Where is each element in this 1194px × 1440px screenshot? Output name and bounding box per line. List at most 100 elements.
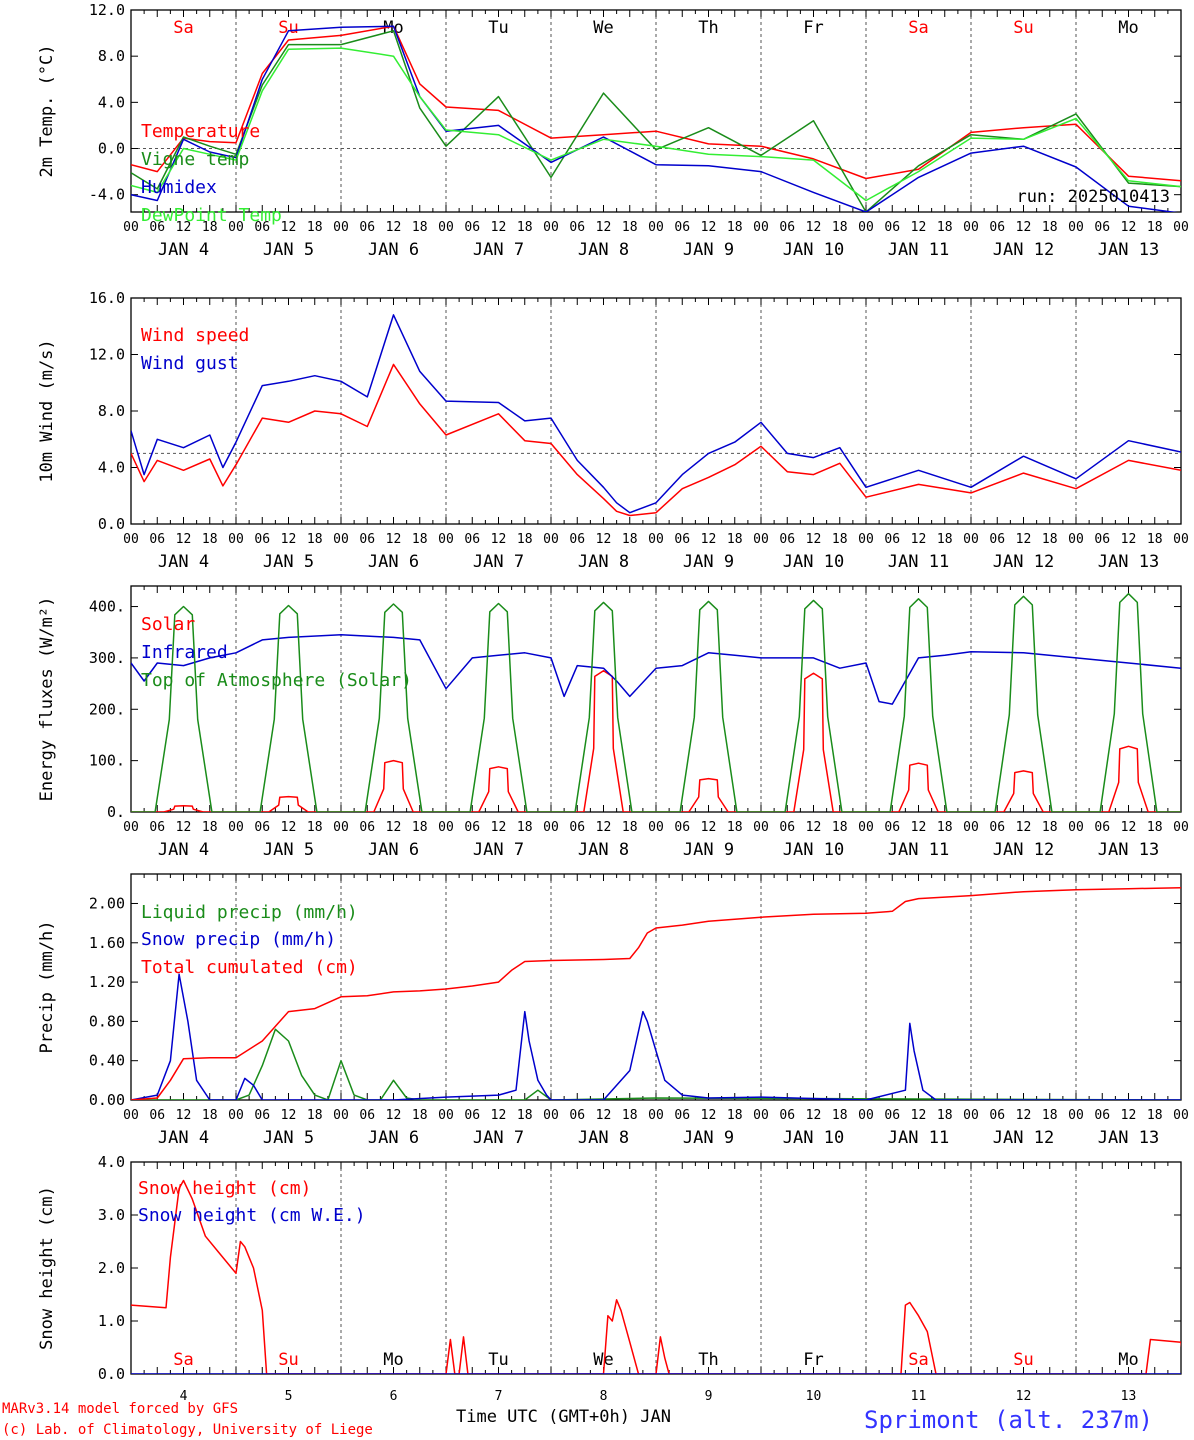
weekday-label: Sa	[908, 18, 928, 38]
x-date-label: JAN 4	[158, 840, 209, 860]
x-hour-label: 06	[149, 220, 165, 235]
x-hour-label: 12	[176, 1108, 192, 1123]
x-hour-label: 18	[1147, 1108, 1163, 1123]
x-hour-label: 06	[569, 532, 585, 547]
y-tick-label: 300.	[89, 649, 125, 667]
x-hour-label: 00	[333, 220, 349, 235]
x-hour-label: 06	[779, 220, 795, 235]
y-tick-label: 4.0	[98, 459, 125, 477]
x-date-label: JAN 12	[993, 1128, 1054, 1148]
x-hour-label: 18	[832, 820, 848, 835]
legend-entry: Snow height (cm W.E.)	[138, 1205, 366, 1226]
x-hour-label: 12	[911, 820, 927, 835]
x-hour-label: 12	[1016, 820, 1032, 835]
run-annotation: run: 2025010413	[1016, 187, 1170, 207]
x-day-number: 6	[390, 1389, 398, 1404]
x-hour-label: 06	[359, 1108, 375, 1123]
y-axis-label: Precip (mm/h)	[37, 920, 57, 1053]
x-date-label: JAN 8	[578, 240, 629, 260]
x-date-label: JAN 11	[888, 1128, 949, 1148]
x-hour-label: 18	[622, 220, 638, 235]
x-hour-label: 12	[281, 820, 297, 835]
x-date-label: JAN 8	[578, 840, 629, 860]
x-hour-label: 12	[176, 820, 192, 835]
y-tick-label: 4.0	[98, 93, 125, 111]
x-hour-label: 00	[438, 820, 454, 835]
x-hour-label: 00	[858, 532, 874, 547]
x-hour-label: 06	[254, 820, 270, 835]
x-hour-label: 18	[727, 220, 743, 235]
x-hour-label: 06	[674, 532, 690, 547]
x-hour-label: 12	[176, 220, 192, 235]
x-date-label: JAN 10	[783, 840, 844, 860]
y-tick-label: 16.0	[89, 289, 125, 307]
x-hour-label: 18	[622, 532, 638, 547]
weekday-label: Su	[1013, 1350, 1033, 1370]
x-hour-label: 00	[228, 1108, 244, 1123]
y-axis-label: Energy fluxes (W/m²)	[37, 597, 57, 802]
x-hour-label: 18	[412, 220, 428, 235]
y-axis-label: 2m Temp. (°C)	[37, 44, 57, 177]
x-hour-label: 00	[123, 220, 139, 235]
weekday-label: Mo	[383, 1350, 403, 1370]
x-day-number: 12	[1016, 1389, 1032, 1404]
legend-entry: Humidex	[141, 177, 217, 198]
y-tick-label: 12.0	[89, 1, 125, 19]
x-hour-label: 12	[491, 820, 507, 835]
x-date-label: JAN 11	[888, 840, 949, 860]
x-hour-label: 06	[674, 220, 690, 235]
x-hour-label: 12	[701, 1108, 717, 1123]
x-hour-label: 18	[1147, 532, 1163, 547]
x-hour-label: 18	[202, 1108, 218, 1123]
y-tick-label: 0.0	[98, 1365, 125, 1383]
series-group	[131, 314, 1181, 517]
series-line-snow-precip-mm-h-	[131, 973, 1181, 1100]
x-hour-label: 06	[1094, 532, 1110, 547]
x-hour-label: 06	[1094, 1108, 1110, 1123]
x-hour-label: 06	[359, 532, 375, 547]
x-hour-label: 12	[491, 220, 507, 235]
series-line-wind-gust	[131, 314, 1181, 514]
y-tick-label: 100.	[89, 752, 125, 770]
x-hour-label: 12	[176, 532, 192, 547]
x-date-label: JAN 5	[263, 552, 314, 572]
y-tick-label: 0.	[107, 803, 125, 821]
x-date-label: JAN 13	[1098, 240, 1159, 260]
x-hour-label: 06	[674, 1108, 690, 1123]
y-tick-label: 1.0	[98, 1312, 125, 1330]
x-hour-label: 00	[123, 820, 139, 835]
weekday-label: Fr	[803, 18, 823, 38]
legend-entry: Temperature	[141, 121, 260, 142]
x-hour-label: 18	[412, 532, 428, 547]
copyright-credit: (c) Lab. of Climatology, University of L…	[2, 1422, 373, 1438]
x-hour-label: 06	[1094, 820, 1110, 835]
x-hour-label: 00	[858, 220, 874, 235]
series-line-vigne-temp	[131, 30, 1181, 212]
x-hour-label: 06	[884, 220, 900, 235]
x-hour-label: 06	[779, 1108, 795, 1123]
x-hour-label: 12	[1121, 220, 1137, 235]
x-date-label: JAN 10	[783, 552, 844, 572]
x-hour-label: 12	[806, 532, 822, 547]
x-hour-label: 18	[832, 1108, 848, 1123]
x-date-label: JAN 4	[158, 552, 209, 572]
chart-panel-3: 0. 100. 200. 300. 400. Energy fluxes (W/m²) 00…	[37, 585, 1189, 860]
x-hour-label: 18	[937, 1108, 953, 1123]
x-hour-label: 00	[1173, 820, 1189, 835]
x-hour-label: 06	[464, 532, 480, 547]
weekday-label: Sa	[173, 1350, 193, 1370]
y-tick-label: 400.	[89, 598, 125, 616]
x-hour-label: 12	[1121, 532, 1137, 547]
series-line-liquid-precip-mm-h-	[131, 1028, 1181, 1100]
x-hour-label: 00	[753, 1108, 769, 1123]
x-hour-label: 12	[281, 1108, 297, 1123]
y-tick-label: 12.0	[89, 346, 125, 364]
x-hour-label: 06	[254, 220, 270, 235]
legend-entry: DewPoint Temp	[141, 205, 282, 226]
weekday-label: Sa	[173, 18, 193, 38]
x-hour-label: 18	[937, 220, 953, 235]
legend-entry: Liquid precip (mm/h)	[141, 902, 358, 923]
y-tick-label: 2.0	[98, 1259, 125, 1277]
x-hour-label: 00	[648, 1108, 664, 1123]
y-tick-label: 0.40	[89, 1052, 125, 1070]
